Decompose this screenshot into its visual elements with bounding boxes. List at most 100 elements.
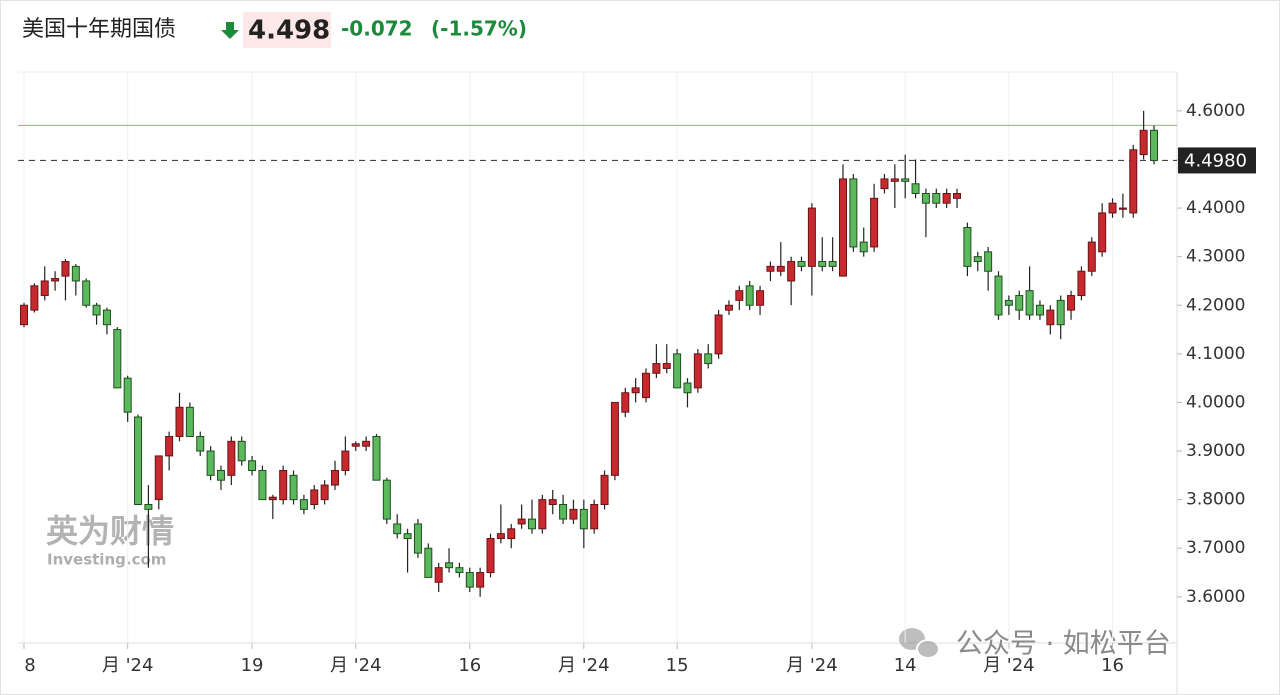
candle-body <box>890 178 899 182</box>
candle-body <box>652 363 661 374</box>
candle-body <box>507 528 516 540</box>
candle-body <box>424 547 433 578</box>
y-tick-label: 4.3000 <box>1186 247 1245 267</box>
candle-body <box>984 251 993 272</box>
candle-body <box>600 474 609 506</box>
candle-body <box>82 280 91 306</box>
candle-body <box>548 499 557 506</box>
chart-title: 美国十年期国债 <box>22 17 176 42</box>
candle-body <box>942 192 951 204</box>
candle-body <box>455 567 464 574</box>
candle-body <box>1035 304 1044 316</box>
x-tick-label: 15 <box>666 655 689 676</box>
candle-body <box>932 192 941 204</box>
candle-body <box>642 372 651 399</box>
candle-body <box>486 538 495 574</box>
candle-body <box>331 469 340 486</box>
y-tick-label: 3.7000 <box>1186 538 1245 558</box>
price: 4.498 <box>248 16 330 46</box>
x-tick-label: 8 <box>24 655 35 676</box>
candle-body <box>1150 129 1158 161</box>
candle-body <box>631 387 640 394</box>
candle-body <box>559 504 568 520</box>
y-tick-label: 3.8000 <box>1186 490 1245 510</box>
x-tick-label: 16 <box>1101 655 1124 676</box>
x-tick-label: 月 '24 <box>558 655 610 676</box>
candle-body <box>745 285 754 306</box>
candle-body <box>154 455 163 501</box>
candle-body <box>527 518 536 530</box>
last-price-box <box>1178 147 1256 174</box>
candle-body <box>476 572 485 588</box>
candle-body <box>206 450 215 476</box>
candle-body <box>134 416 143 506</box>
candle-body <box>880 178 889 190</box>
candle-body <box>1108 202 1117 214</box>
candle-body <box>973 256 982 263</box>
candle-body <box>953 192 962 199</box>
change: -0.072 <box>341 17 413 41</box>
candle-body <box>797 261 806 267</box>
candle-body <box>92 304 101 316</box>
candle-body <box>20 304 28 326</box>
candle-body <box>196 435 205 452</box>
candle-body <box>341 450 350 471</box>
x-tick-label: 月 '24 <box>983 655 1035 676</box>
candle-body <box>756 290 765 306</box>
candle-body <box>818 261 827 267</box>
watermark-site: Investing.com <box>47 551 166 569</box>
candle-body <box>1139 129 1148 156</box>
y-tick-label: 3.6000 <box>1186 587 1245 607</box>
candle-body <box>911 183 920 194</box>
y-tick-label: 4.6000 <box>1186 101 1245 121</box>
candle-body <box>258 469 267 501</box>
candle-body <box>1118 207 1127 210</box>
candle-body <box>963 227 972 267</box>
candle-body <box>216 469 225 481</box>
candle-body <box>683 382 692 394</box>
candle-body <box>165 435 174 457</box>
candle-body <box>787 261 796 282</box>
candle-body <box>175 406 184 437</box>
x-tick-label: 14 <box>894 655 917 676</box>
candle-body <box>828 261 837 267</box>
candle-body <box>61 261 70 277</box>
candle-body <box>413 523 422 554</box>
candle-body <box>102 309 111 326</box>
candle-body <box>185 406 194 437</box>
candle-body <box>268 496 277 501</box>
candle-body <box>362 440 371 447</box>
candle-body <box>673 353 682 389</box>
change-percent: (-1.57%) <box>431 17 527 41</box>
candle-body <box>248 460 257 471</box>
candle-body <box>372 435 381 481</box>
y-tick-label: 4.0000 <box>1186 392 1245 412</box>
x-tick-label: 19 <box>241 655 264 676</box>
candle-body <box>237 440 246 462</box>
candle-body <box>403 533 412 540</box>
candle-body <box>351 443 360 447</box>
watermark-logo: 英为财情 <box>46 512 174 550</box>
candle-body <box>714 314 723 355</box>
candle-body <box>994 275 1003 316</box>
candle-body <box>870 197 879 248</box>
x-tick-label: 月 '24 <box>102 655 154 676</box>
candle-body <box>393 523 402 535</box>
candle-body <box>807 207 816 267</box>
candle-body <box>838 178 847 277</box>
candle-body <box>30 285 39 311</box>
candle-body <box>445 562 454 569</box>
price-highlight <box>243 12 331 48</box>
candle-body <box>1087 241 1096 272</box>
candle-body <box>590 504 599 530</box>
candle-body <box>289 474 298 501</box>
y-tick-label: 3.9000 <box>1186 441 1245 461</box>
candle-body <box>71 265 80 282</box>
candle-body <box>279 469 288 501</box>
candle-body <box>310 489 319 506</box>
down-arrow-icon <box>221 22 239 39</box>
candle-body <box>40 280 49 297</box>
candle-body <box>1004 299 1013 306</box>
